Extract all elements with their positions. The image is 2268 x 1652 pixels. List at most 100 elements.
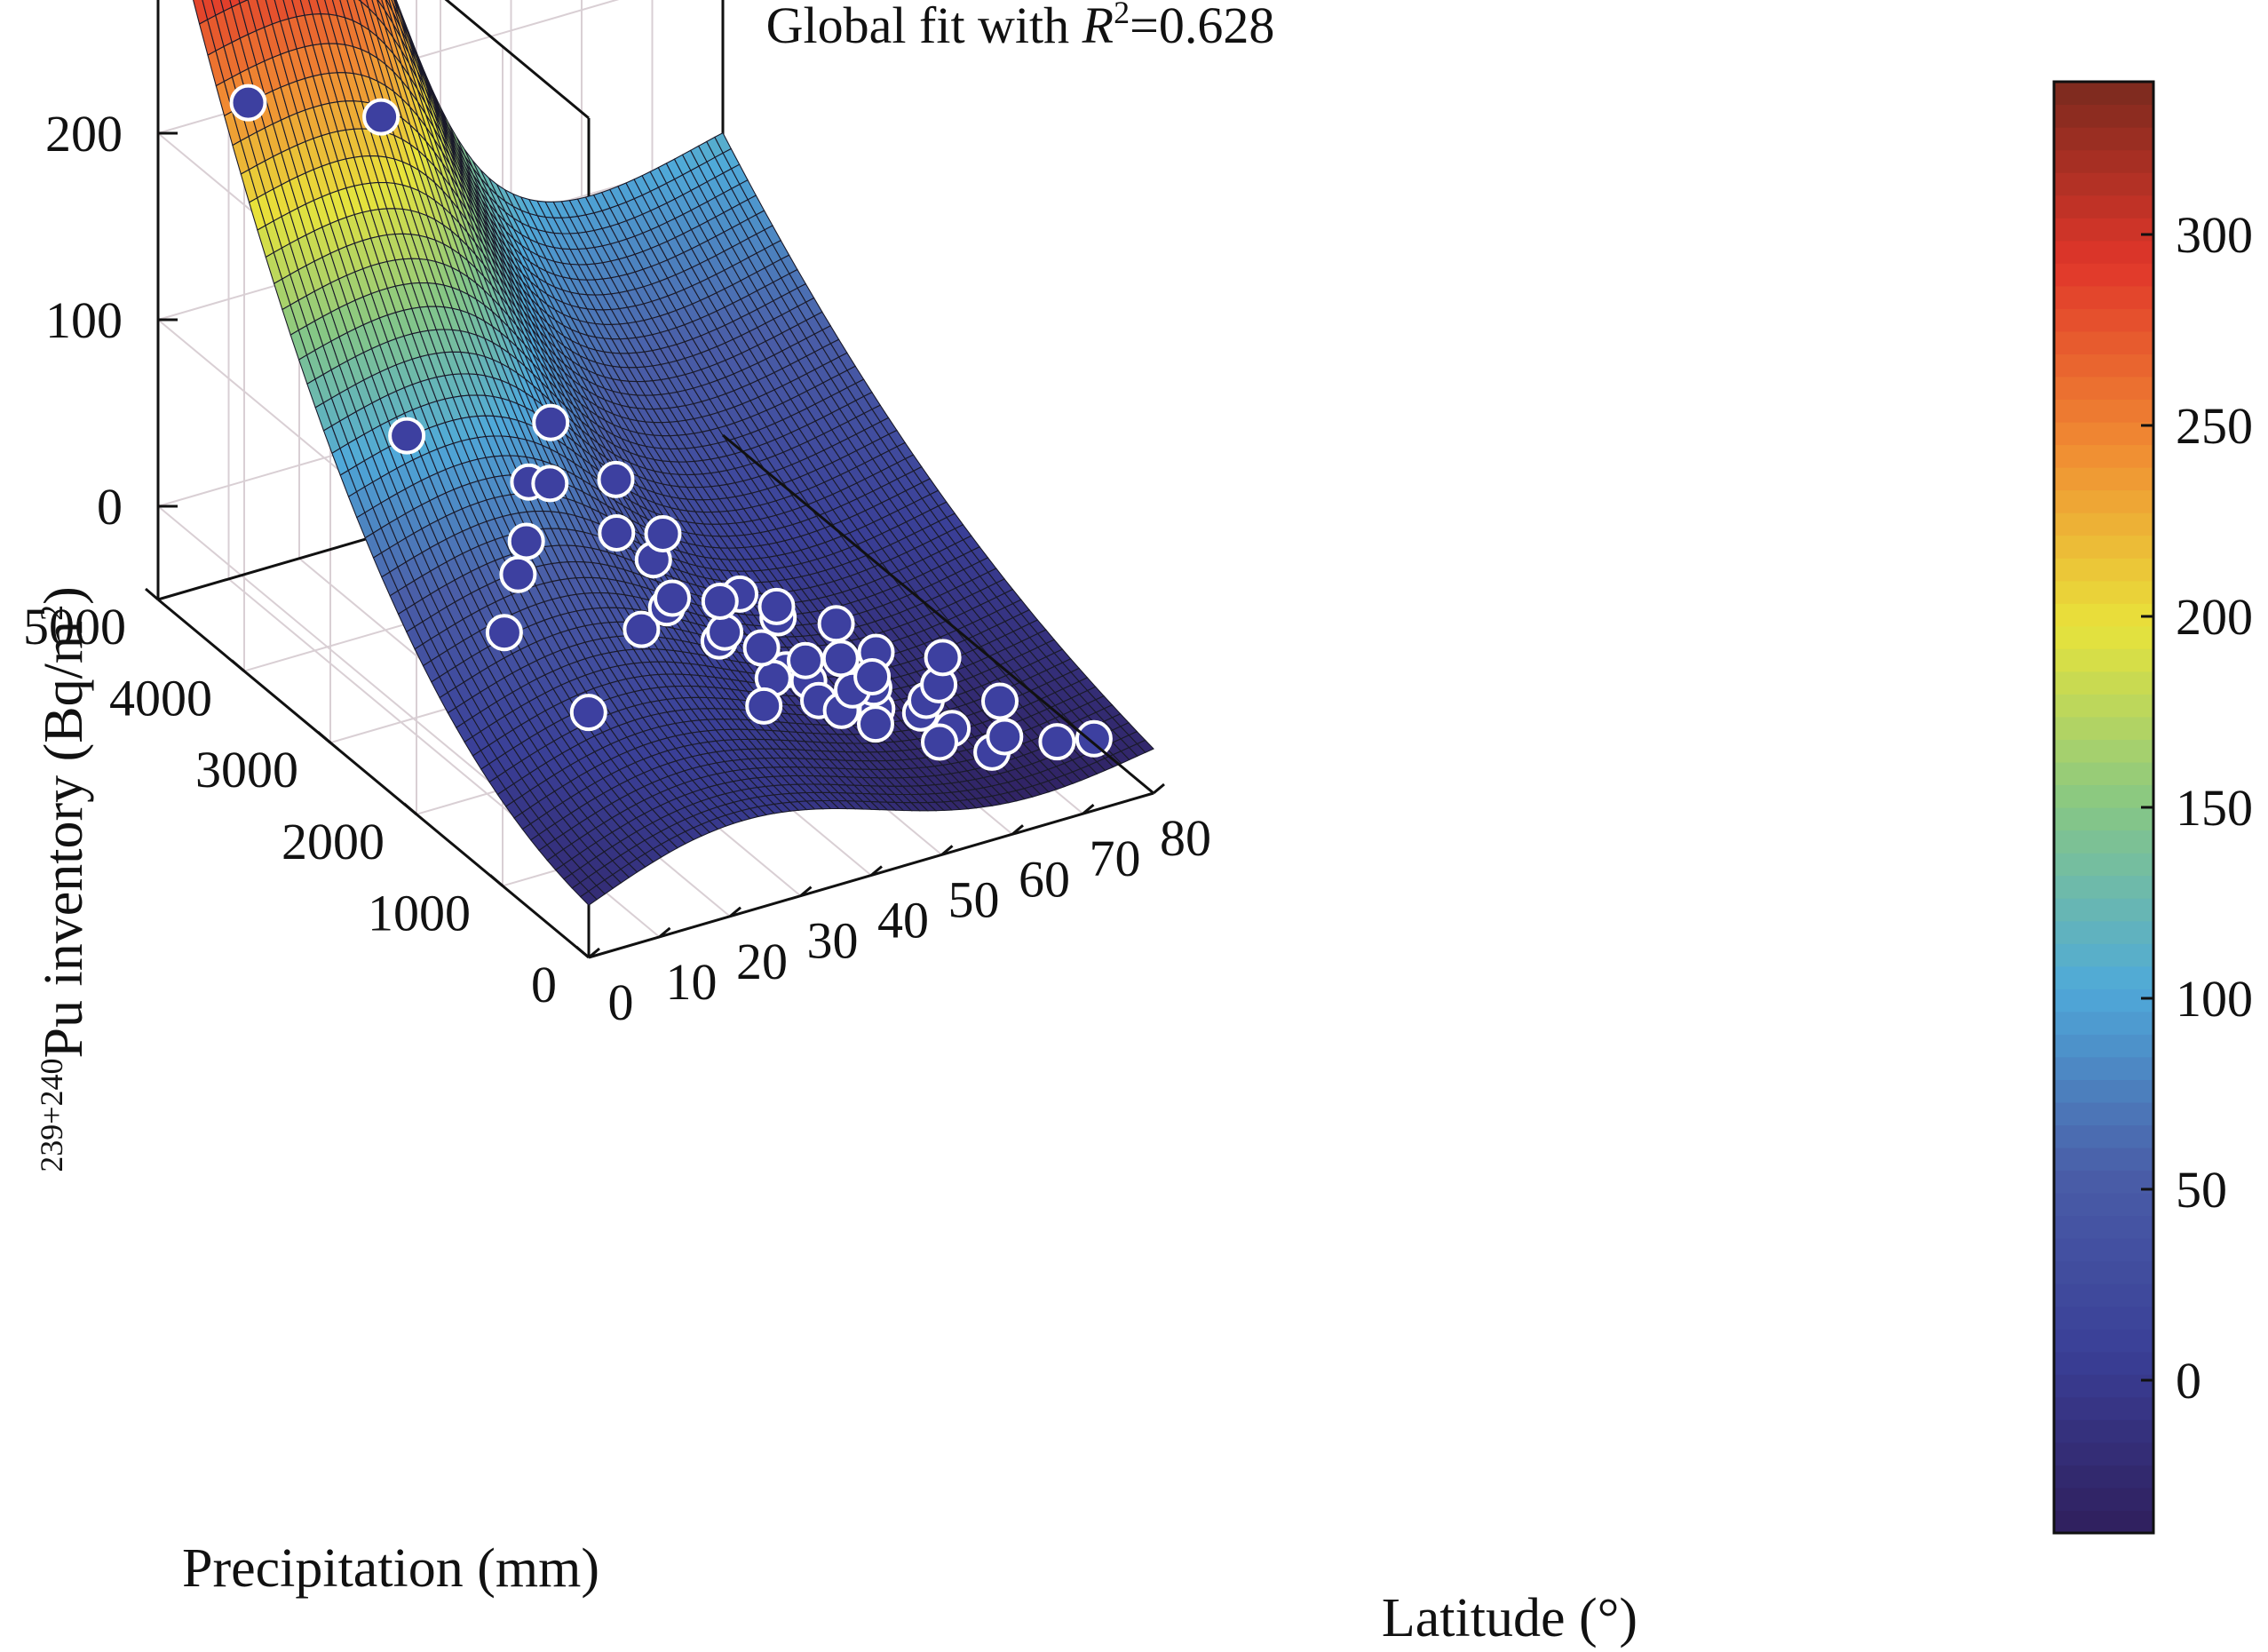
colorbar-tick-label: 200	[2176, 588, 2253, 646]
data-point	[981, 682, 1019, 720]
tick-mark	[317, 731, 331, 744]
tick-mark	[658, 926, 671, 939]
colorbar-band	[2054, 807, 2153, 831]
colorbar-band	[2054, 399, 2153, 423]
colorbar-band	[2054, 580, 2153, 604]
colorbar-band	[2054, 444, 2153, 468]
y-tick-label: 5000	[23, 598, 126, 655]
y-tick-label: 0	[531, 956, 557, 1013]
colorbar-band	[2054, 1170, 2153, 1194]
colorbar-band	[2054, 82, 2153, 106]
y-axis-label: Precipitation (mm)	[182, 1538, 599, 1599]
data-point	[921, 723, 958, 761]
data-point	[229, 83, 267, 122]
colorbar-band	[2054, 1215, 2153, 1239]
x-tick-label: 10	[666, 953, 718, 1011]
colorbar-band	[2054, 1034, 2153, 1058]
box-edge	[722, 433, 1154, 795]
x-tick-label: 50	[948, 870, 1000, 928]
colorbar-band	[2054, 421, 2153, 446]
colorbar-band	[2054, 671, 2153, 695]
colorbar-band	[2054, 535, 2153, 559]
colorbar-tick-label: 250	[2176, 397, 2253, 455]
colorbar-tick-label: 150	[2176, 779, 2253, 837]
colorbar-band	[2054, 1306, 2153, 1330]
tick-mark	[940, 845, 954, 856]
colorbar-band	[2054, 625, 2153, 649]
colorbar-band	[2054, 853, 2153, 877]
colorbar-scale	[2054, 82, 2153, 1534]
x-tick-label: 0	[608, 973, 634, 1031]
colorbar-band	[2054, 240, 2153, 264]
colorbar-band	[2054, 489, 2153, 513]
tick-mark	[729, 906, 741, 917]
y-tick-label: 4000	[109, 670, 212, 727]
colorbar-band	[2054, 694, 2153, 718]
data-point	[1038, 723, 1076, 761]
colorbar-band	[2054, 1510, 2153, 1534]
data-point	[701, 583, 739, 620]
surface-patch	[1136, 739, 1154, 753]
colorbar-band	[2054, 898, 2153, 922]
colorbar-band	[2054, 104, 2153, 128]
data-point	[569, 694, 607, 732]
colorbar-band	[2054, 353, 2153, 377]
colorbar-band	[2054, 739, 2153, 763]
z-tick-label: 100	[45, 291, 123, 349]
tick-mark	[1082, 803, 1095, 815]
data-point	[654, 579, 691, 617]
colorbar-band	[2054, 1124, 2153, 1148]
data-point	[745, 687, 783, 725]
colorbar-band	[2054, 1193, 2153, 1217]
colorbar-band	[2054, 1011, 2153, 1035]
z-tick-label: 200	[45, 105, 123, 163]
fitted-surface	[193, 0, 1154, 906]
colorbar-band	[2054, 1329, 2153, 1353]
colorbar-band	[2054, 558, 2153, 582]
colorbar-band	[2054, 648, 2153, 672]
data-point	[485, 614, 523, 652]
tick-mark	[403, 802, 417, 815]
data-point	[362, 98, 400, 136]
colorbar-band	[2054, 1374, 2153, 1398]
tick-mark	[799, 886, 813, 897]
z-axis-label: 239+240Pu inventory (Bq/m2)	[34, 586, 94, 1172]
colorbar-band	[2054, 308, 2153, 332]
tick-mark	[870, 865, 883, 877]
colorbar-band	[2054, 512, 2153, 536]
axis-ticks: 0 10 20 30 40 50 60 70 80 0 1000 2000 3000 4000 5000 0 1…	[23, 105, 1211, 1031]
colorbar-tick-label: 50	[2176, 1161, 2227, 1219]
colorbar-band	[2054, 172, 2153, 196]
x-tick-label: 80	[1160, 809, 1211, 867]
data-point	[388, 417, 426, 455]
colorbar-band	[2054, 761, 2153, 786]
colorbar-band	[2054, 1283, 2153, 1307]
colorbar-band	[2054, 1147, 2153, 1171]
chart-title: Global fit with R2=0.628	[766, 0, 1275, 54]
colorbar-band	[2054, 1351, 2153, 1375]
x-tick-label: 20	[736, 933, 788, 990]
data-point	[532, 403, 570, 441]
x-tick-label: 60	[1019, 850, 1070, 908]
colorbar-band	[2054, 1056, 2153, 1080]
colorbar-band	[2054, 1465, 2153, 1489]
box-edge	[157, 598, 590, 959]
tick-mark	[1011, 824, 1024, 836]
colorbar-band	[2054, 1419, 2153, 1443]
colorbar-band	[2054, 1079, 2153, 1103]
data-point	[742, 629, 781, 667]
colorbar-tick-label: 300	[2176, 206, 2253, 264]
colorbar-band	[2054, 149, 2153, 173]
x-tick-label: 30	[807, 912, 859, 970]
y-tick-label: 3000	[195, 741, 298, 798]
data-point	[598, 514, 636, 552]
colorbar-band	[2054, 1487, 2153, 1512]
tick-mark	[1153, 782, 1165, 795]
colorbar-band	[2054, 285, 2153, 309]
colorbar-band	[2054, 195, 2153, 218]
z-tick-label: 0	[97, 478, 123, 536]
colorbar-band	[2054, 965, 2153, 989]
x-axis-label: Latitude (°)	[1382, 1588, 1638, 1648]
data-point	[986, 718, 1024, 756]
data-point	[1075, 719, 1113, 758]
